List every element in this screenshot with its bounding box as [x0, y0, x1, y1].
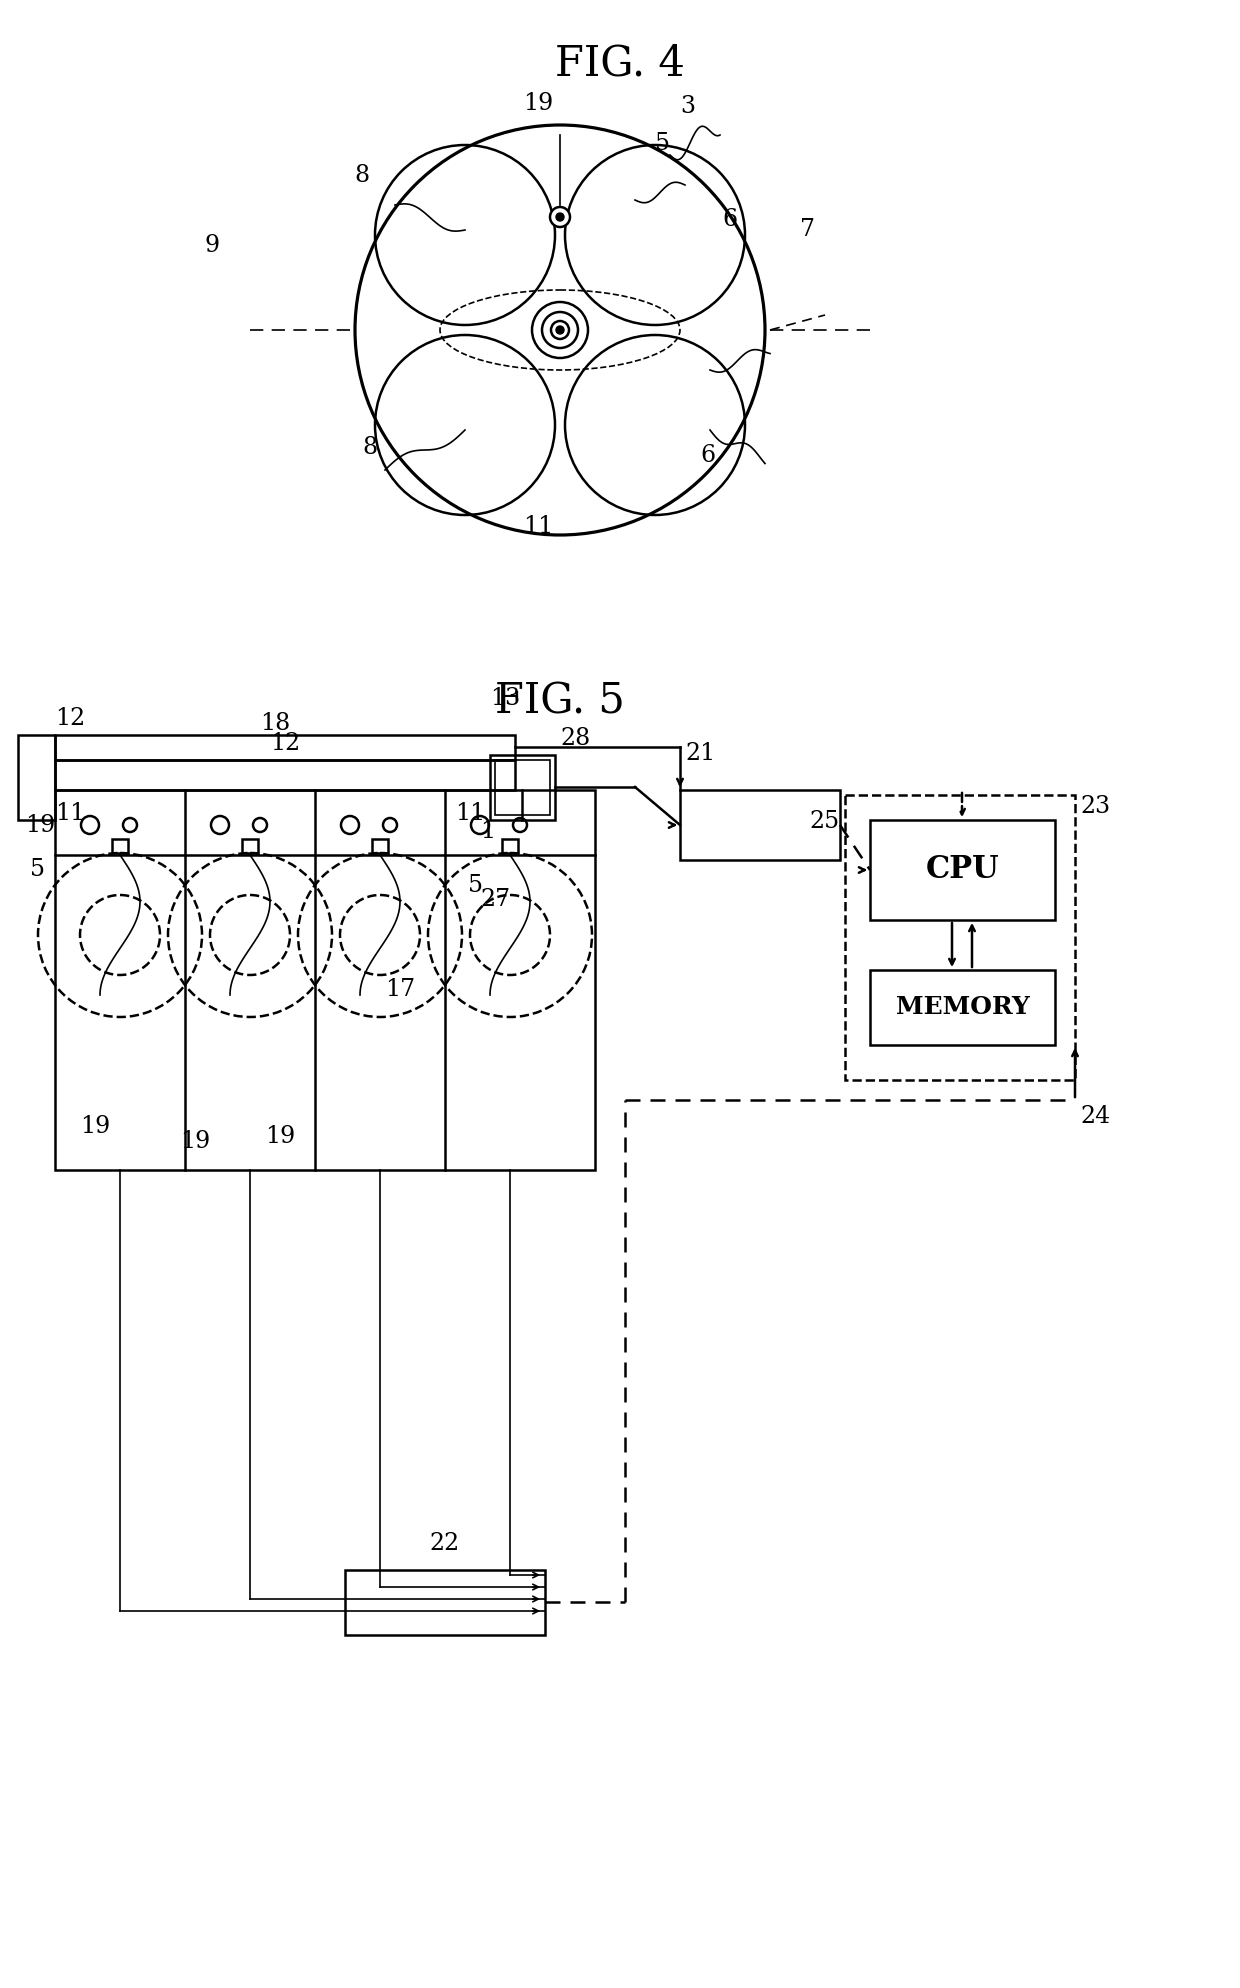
- Text: 12: 12: [270, 732, 300, 755]
- Text: 1: 1: [480, 819, 495, 843]
- Text: FIG. 4: FIG. 4: [556, 42, 684, 83]
- Text: 9: 9: [205, 233, 219, 256]
- Text: 19: 19: [180, 1129, 210, 1153]
- Text: 8: 8: [355, 163, 370, 187]
- Bar: [242, 839, 258, 853]
- Bar: [19, 736, 55, 819]
- Bar: [55, 789, 595, 1171]
- Text: 6: 6: [722, 209, 737, 231]
- Text: 24: 24: [1080, 1105, 1110, 1127]
- Text: 13: 13: [490, 688, 520, 710]
- Text: 25: 25: [810, 809, 839, 833]
- Text: 18: 18: [260, 712, 290, 736]
- Text: 3: 3: [680, 95, 694, 117]
- Text: 5: 5: [655, 131, 670, 155]
- Bar: [112, 839, 128, 853]
- Text: 5: 5: [467, 873, 484, 897]
- Bar: [844, 795, 1075, 1079]
- Text: 19: 19: [79, 1115, 110, 1137]
- Bar: [870, 970, 1055, 1046]
- Circle shape: [556, 213, 564, 221]
- Text: 19: 19: [265, 1125, 295, 1147]
- Text: MEMORY: MEMORY: [895, 996, 1029, 1020]
- Bar: [372, 839, 388, 853]
- Text: 12: 12: [55, 708, 86, 730]
- Bar: [490, 755, 556, 819]
- Text: 21: 21: [684, 742, 715, 765]
- Text: 11: 11: [523, 515, 553, 539]
- Text: 11: 11: [455, 801, 485, 825]
- Text: 23: 23: [1080, 795, 1110, 817]
- Bar: [55, 759, 515, 789]
- Bar: [502, 839, 518, 853]
- Text: 11: 11: [55, 801, 86, 825]
- Text: 19: 19: [25, 813, 55, 837]
- Text: 27: 27: [480, 889, 510, 912]
- Text: 19: 19: [523, 91, 553, 115]
- Text: 5: 5: [30, 859, 45, 881]
- Circle shape: [551, 207, 570, 227]
- Bar: [870, 819, 1055, 920]
- Text: CPU: CPU: [926, 855, 999, 885]
- Bar: [55, 736, 515, 759]
- Text: 17: 17: [384, 978, 415, 1002]
- Text: 22: 22: [430, 1533, 460, 1555]
- Text: 7: 7: [800, 219, 815, 241]
- Text: 8: 8: [363, 437, 378, 459]
- Text: 6: 6: [701, 443, 715, 467]
- Text: 28: 28: [560, 728, 590, 749]
- Bar: [680, 789, 839, 861]
- Text: FIG. 5: FIG. 5: [495, 680, 625, 722]
- Bar: [345, 1571, 546, 1634]
- Circle shape: [556, 326, 564, 334]
- Bar: [495, 759, 551, 815]
